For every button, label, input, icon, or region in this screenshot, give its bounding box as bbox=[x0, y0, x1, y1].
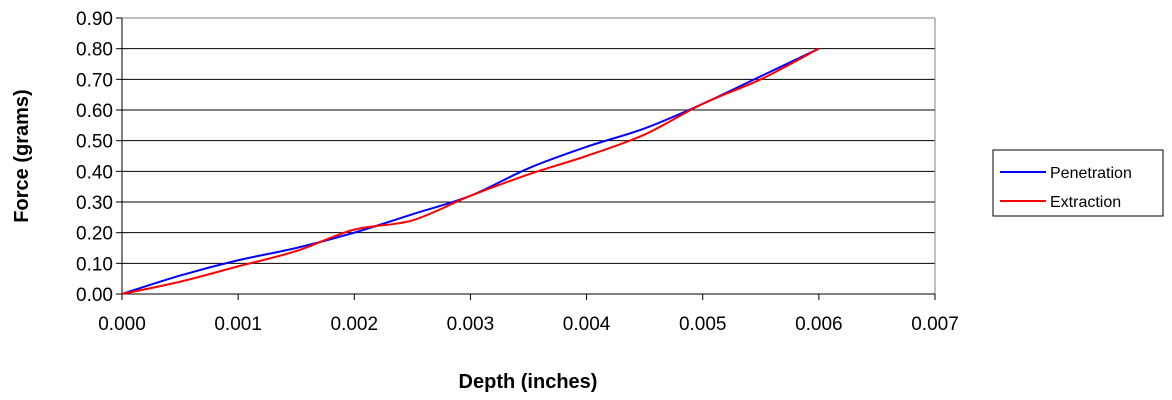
axes bbox=[116, 17, 936, 300]
x-tick-label: 0.002 bbox=[331, 314, 379, 335]
x-tick-label: 0.005 bbox=[679, 314, 727, 335]
x-axis-title: Depth (inches) bbox=[459, 371, 598, 393]
y-tick-label: 0.20 bbox=[76, 224, 113, 245]
x-tick-label: 0.007 bbox=[911, 314, 959, 335]
legend-label-penetration: Penetration bbox=[1050, 165, 1132, 182]
y-tick-label: 0.80 bbox=[76, 40, 113, 61]
y-tick-label: 0.40 bbox=[76, 162, 113, 183]
series-lines bbox=[121, 47, 820, 295]
x-tick-label: 0.003 bbox=[447, 314, 495, 335]
y-tick-label: 0.30 bbox=[76, 193, 113, 214]
y-tick-label: 0.10 bbox=[76, 254, 113, 275]
x-tick-label: 0.001 bbox=[214, 314, 262, 335]
y-tick-label: 0.00 bbox=[76, 285, 113, 306]
legend-box bbox=[992, 149, 1164, 217]
series-line-extraction bbox=[121, 47, 820, 295]
y-tick-label: 0.50 bbox=[76, 132, 113, 153]
plot-area bbox=[122, 18, 935, 294]
legend-label-extraction: Extraction bbox=[1050, 194, 1121, 211]
x-tick-label: 0.000 bbox=[98, 314, 146, 335]
y-axis-title: Force (grams) bbox=[11, 89, 33, 222]
tick-labels: 0.00 0.10 0.20 0.30 0.40 0.50 0.60 0.70 0.80 0.90… bbox=[76, 9, 959, 335]
legend: Penetration Extraction bbox=[992, 149, 1164, 217]
y-tick-label: 0.70 bbox=[76, 70, 113, 91]
x-tick-label: 0.004 bbox=[563, 314, 611, 335]
y-tick-label: 0.60 bbox=[76, 101, 113, 122]
y-tick-label: 0.90 bbox=[76, 9, 113, 30]
x-tick-label: 0.006 bbox=[795, 314, 843, 335]
